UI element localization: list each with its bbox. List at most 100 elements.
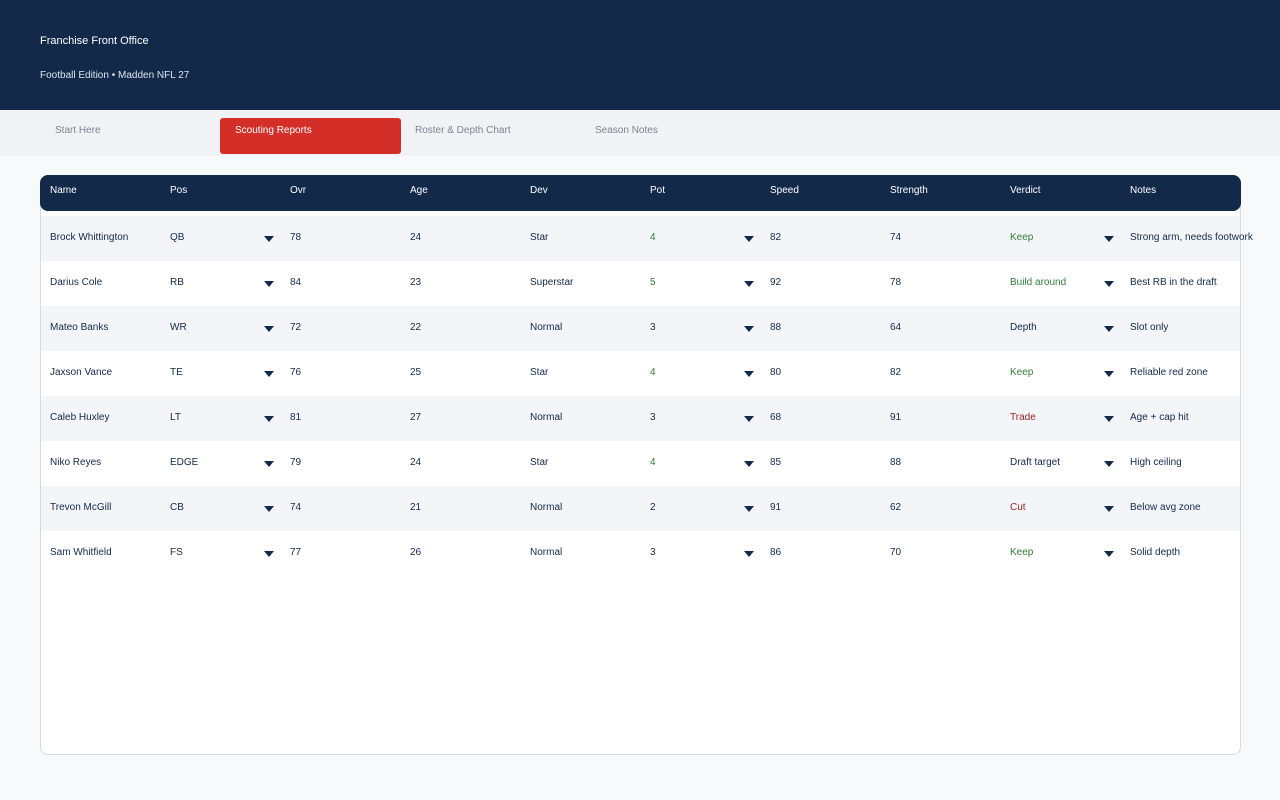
chevron-down-icon[interactable] bbox=[744, 371, 754, 377]
app-subtitle: Football Edition • Madden NFL 27 bbox=[40, 70, 190, 81]
tab-season-notes[interactable]: Season Notes bbox=[595, 125, 658, 136]
tab-start-here[interactable]: Start Here bbox=[55, 125, 101, 136]
notes-field[interactable]: Best RB in the draft bbox=[1130, 277, 1217, 288]
chevron-down-icon[interactable] bbox=[744, 416, 754, 422]
column-header-dev: Dev bbox=[530, 185, 548, 196]
potential-select[interactable]: 4 bbox=[650, 367, 656, 378]
tab-roster-depth-chart[interactable]: Roster & Depth Chart bbox=[415, 125, 511, 136]
chevron-down-icon[interactable] bbox=[1104, 371, 1114, 377]
position-select[interactable]: FS bbox=[170, 547, 183, 558]
verdict-select[interactable]: Depth bbox=[1010, 322, 1037, 333]
chevron-down-icon[interactable] bbox=[1104, 236, 1114, 242]
verdict-select[interactable]: Draft target bbox=[1010, 457, 1061, 468]
position-select[interactable]: LT bbox=[170, 412, 181, 423]
dev-trait: Normal bbox=[530, 322, 563, 333]
verdict-select[interactable]: Trade bbox=[1010, 412, 1036, 423]
verdict-select[interactable]: Keep bbox=[1010, 547, 1034, 558]
position-select[interactable]: QB bbox=[170, 232, 185, 243]
strength-value: 78 bbox=[890, 277, 902, 288]
potential-select[interactable]: 5 bbox=[650, 277, 656, 288]
chevron-down-icon[interactable] bbox=[744, 551, 754, 557]
chevron-down-icon[interactable] bbox=[1104, 326, 1114, 332]
chevron-down-icon[interactable] bbox=[264, 371, 274, 377]
player-name: Trevon McGill bbox=[50, 502, 112, 513]
notes-field[interactable]: Below avg zone bbox=[1130, 502, 1201, 513]
dev-trait: Normal bbox=[530, 412, 563, 423]
speed-value: 80 bbox=[770, 367, 782, 378]
chevron-down-icon[interactable] bbox=[1104, 461, 1114, 467]
dev-trait: Normal bbox=[530, 547, 563, 558]
position-select[interactable]: EDGE bbox=[170, 457, 199, 468]
chevron-down-icon[interactable] bbox=[264, 551, 274, 557]
potential-select[interactable]: 2 bbox=[650, 502, 656, 513]
chevron-down-icon[interactable] bbox=[1104, 551, 1114, 557]
potential-select[interactable]: 3 bbox=[650, 547, 656, 558]
age-value: 27 bbox=[410, 412, 422, 423]
chevron-down-icon[interactable] bbox=[264, 416, 274, 422]
notes-field[interactable]: Reliable red zone bbox=[1130, 367, 1208, 378]
verdict-select[interactable]: Build around bbox=[1010, 277, 1067, 288]
chevron-down-icon[interactable] bbox=[744, 281, 754, 287]
age-value: 24 bbox=[410, 232, 422, 243]
tab-scouting-reports[interactable]: Scouting Reports bbox=[220, 118, 401, 154]
notes-field[interactable]: Slot only bbox=[1130, 322, 1169, 333]
notes-field[interactable]: Age + cap hit bbox=[1130, 412, 1189, 423]
overall-value: 72 bbox=[290, 322, 302, 333]
position-select[interactable]: RB bbox=[170, 277, 184, 288]
strength-value: 82 bbox=[890, 367, 902, 378]
chevron-down-icon[interactable] bbox=[1104, 281, 1114, 287]
potential-select[interactable]: 4 bbox=[650, 232, 656, 243]
age-value: 24 bbox=[410, 457, 422, 468]
player-name: Darius Cole bbox=[50, 277, 103, 288]
chevron-down-icon[interactable] bbox=[744, 326, 754, 332]
table-row: Mateo Banks WR 72 22 Normal 3 88 64 Dept… bbox=[41, 306, 1240, 351]
dev-trait: Star bbox=[530, 457, 549, 468]
table-row: Darius Cole RB 84 23 Superstar 5 92 78 B… bbox=[41, 261, 1240, 306]
chevron-down-icon[interactable] bbox=[264, 281, 274, 287]
chevron-down-icon[interactable] bbox=[264, 326, 274, 332]
overall-value: 79 bbox=[290, 457, 302, 468]
chevron-down-icon[interactable] bbox=[744, 506, 754, 512]
chevron-down-icon[interactable] bbox=[744, 461, 754, 467]
age-value: 26 bbox=[410, 547, 422, 558]
dev-trait: Star bbox=[530, 232, 549, 243]
overall-value: 76 bbox=[290, 367, 302, 378]
player-name: Sam Whitfield bbox=[50, 547, 112, 558]
verdict-select[interactable]: Cut bbox=[1010, 502, 1026, 513]
potential-select[interactable]: 3 bbox=[650, 322, 656, 333]
position-select[interactable]: WR bbox=[170, 322, 187, 333]
column-header-ovr: Ovr bbox=[290, 185, 307, 196]
app-title: Franchise Front Office bbox=[40, 35, 149, 47]
verdict-select[interactable]: Keep bbox=[1010, 367, 1034, 378]
chevron-down-icon[interactable] bbox=[264, 506, 274, 512]
strength-value: 88 bbox=[890, 457, 902, 468]
column-header-speed: Speed bbox=[770, 185, 799, 196]
verdict-select[interactable]: Keep bbox=[1010, 232, 1034, 243]
chevron-down-icon[interactable] bbox=[264, 461, 274, 467]
column-header-name: Name bbox=[50, 185, 77, 196]
table-row: Caleb Huxley LT 81 27 Normal 3 68 91 Tra… bbox=[41, 396, 1240, 441]
table-row: Brock Whittington QB 78 24 Star 4 82 74 … bbox=[41, 216, 1253, 261]
notes-field[interactable]: Solid depth bbox=[1130, 547, 1181, 558]
chevron-down-icon[interactable] bbox=[1104, 506, 1114, 512]
player-name: Jaxson Vance bbox=[50, 367, 113, 378]
potential-select[interactable]: 4 bbox=[650, 457, 656, 468]
notes-field[interactable]: Strong arm, needs footwork bbox=[1130, 232, 1253, 243]
overall-value: 84 bbox=[290, 277, 302, 288]
scouting-table: Name Pos Ovr Age Dev Pot Speed Strength … bbox=[40, 175, 1253, 755]
overall-value: 77 bbox=[290, 547, 302, 558]
chevron-down-icon[interactable] bbox=[744, 236, 754, 242]
chevron-down-icon[interactable] bbox=[1104, 416, 1114, 422]
overall-value: 78 bbox=[290, 232, 302, 243]
chevron-down-icon[interactable] bbox=[264, 236, 274, 242]
column-header-pos: Pos bbox=[170, 185, 188, 196]
position-select[interactable]: TE bbox=[170, 367, 183, 378]
dev-trait: Star bbox=[530, 367, 549, 378]
age-value: 21 bbox=[410, 502, 422, 513]
strength-value: 91 bbox=[890, 412, 902, 423]
strength-value: 74 bbox=[890, 232, 902, 243]
potential-select[interactable]: 3 bbox=[650, 412, 656, 423]
speed-value: 91 bbox=[770, 502, 782, 513]
position-select[interactable]: CB bbox=[170, 502, 184, 513]
notes-field[interactable]: High ceiling bbox=[1130, 457, 1182, 468]
